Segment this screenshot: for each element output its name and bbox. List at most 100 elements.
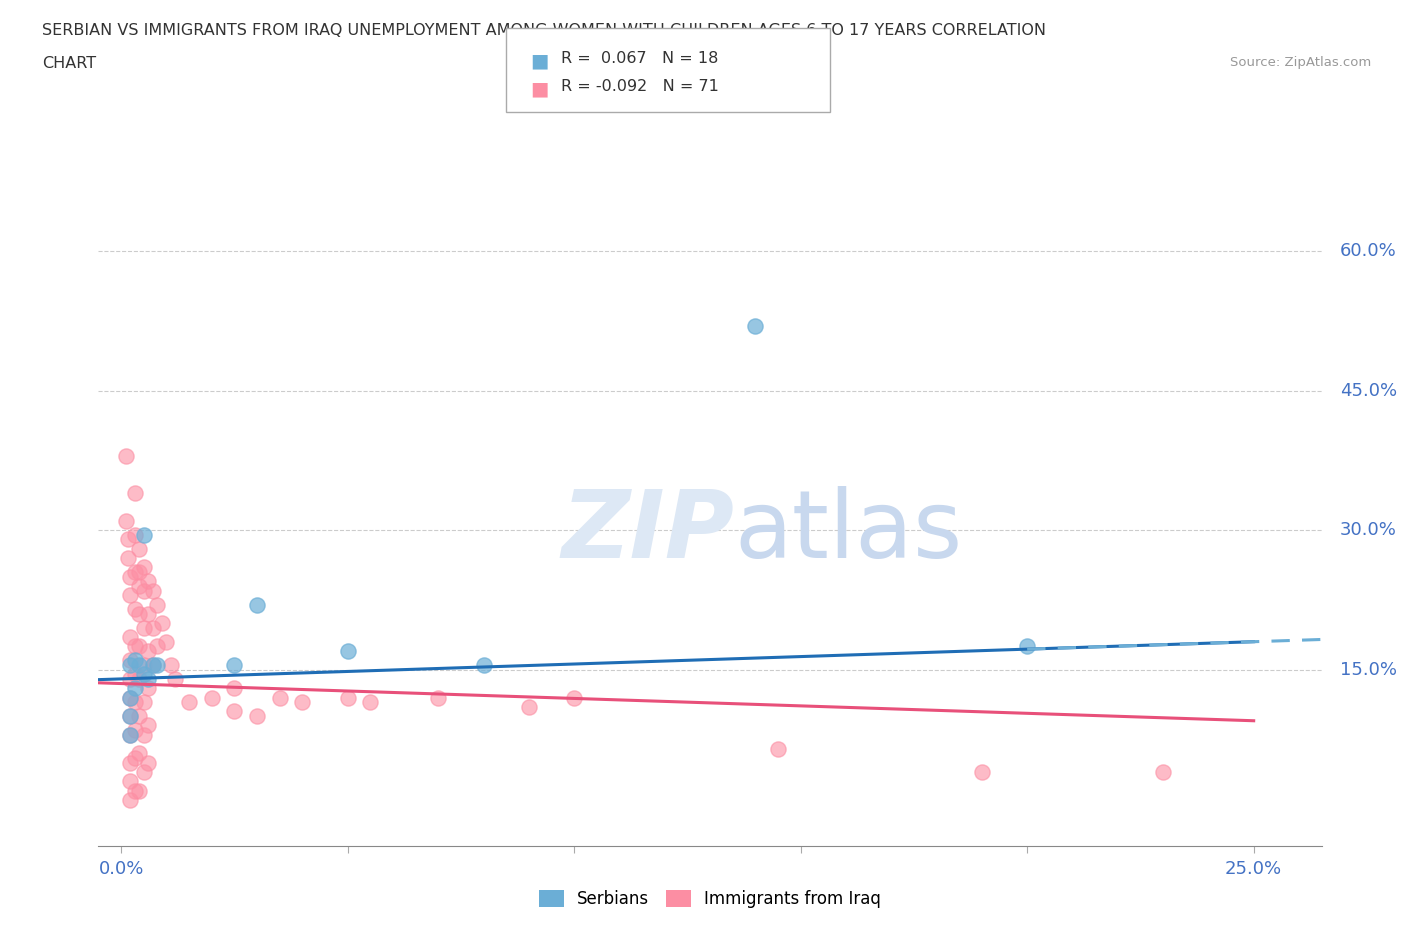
Point: [128, 606, 150, 621]
Point: [132, 620, 155, 635]
Point: [120, 569, 142, 584]
Point: [142, 620, 165, 635]
Point: [128, 541, 150, 556]
Point: [224, 704, 246, 719]
Point: [201, 690, 224, 705]
Point: [136, 574, 159, 589]
Point: [155, 634, 177, 649]
Point: [136, 644, 159, 658]
Point: [132, 658, 155, 672]
Point: [766, 741, 789, 756]
Point: [124, 695, 146, 710]
Point: [150, 616, 173, 631]
Point: [359, 695, 381, 710]
Point: [117, 551, 139, 565]
Point: [132, 583, 155, 598]
Point: [146, 639, 169, 654]
Point: [124, 783, 146, 798]
Point: [120, 727, 142, 742]
Point: [132, 560, 155, 575]
Point: [128, 671, 150, 686]
Point: [120, 671, 142, 686]
Point: [124, 565, 146, 579]
Point: [177, 695, 200, 710]
Point: [224, 658, 246, 672]
Point: [128, 746, 150, 761]
Point: [142, 583, 165, 598]
Point: [136, 606, 159, 621]
Point: [146, 597, 169, 612]
Point: [970, 764, 993, 779]
Point: [142, 658, 165, 672]
Text: ■: ■: [530, 79, 548, 98]
Legend: Serbians, Immigrants from Iraq: Serbians, Immigrants from Iraq: [533, 884, 887, 915]
Point: [160, 658, 183, 672]
Point: [128, 783, 150, 798]
Point: [124, 602, 146, 617]
Point: [472, 658, 495, 672]
Point: [124, 751, 146, 765]
Point: [136, 671, 159, 686]
Point: [562, 690, 585, 705]
Point: [269, 690, 291, 705]
Point: [124, 527, 146, 542]
Point: [120, 653, 142, 668]
Text: R = -0.092   N = 71: R = -0.092 N = 71: [561, 79, 718, 94]
Point: [120, 588, 142, 603]
Point: [246, 597, 269, 612]
Point: [246, 709, 269, 724]
Point: [124, 653, 146, 668]
Text: atlas: atlas: [734, 485, 963, 578]
Text: 25.0%: 25.0%: [1225, 860, 1282, 878]
Text: 0.0%: 0.0%: [98, 860, 143, 878]
Point: [128, 639, 150, 654]
Text: SERBIAN VS IMMIGRANTS FROM IRAQ UNEMPLOYMENT AMONG WOMEN WITH CHILDREN AGES 6 TO: SERBIAN VS IMMIGRANTS FROM IRAQ UNEMPLOY…: [42, 23, 1046, 38]
Point: [336, 690, 359, 705]
Point: [132, 727, 155, 742]
Point: [132, 695, 155, 710]
Point: [291, 695, 314, 710]
Text: CHART: CHART: [42, 56, 96, 71]
Text: 45.0%: 45.0%: [1340, 381, 1398, 400]
Point: [136, 755, 159, 770]
Point: [132, 527, 155, 542]
Point: [128, 578, 150, 593]
Point: [120, 755, 142, 770]
Point: [142, 658, 165, 672]
Text: R =  0.067   N = 18: R = 0.067 N = 18: [561, 51, 718, 66]
Point: [136, 718, 159, 733]
Point: [132, 764, 155, 779]
Point: [146, 658, 169, 672]
Point: [336, 644, 359, 658]
Point: [427, 690, 450, 705]
Point: [114, 513, 136, 528]
Point: [124, 639, 146, 654]
Point: [517, 699, 540, 714]
Point: [744, 318, 766, 333]
Point: [165, 671, 187, 686]
Point: [128, 565, 150, 579]
Point: [1017, 639, 1039, 654]
Point: [120, 792, 142, 807]
Point: [120, 774, 142, 789]
Point: [120, 630, 142, 644]
Point: [1152, 764, 1174, 779]
Point: [128, 709, 150, 724]
Point: [224, 681, 246, 696]
Point: [120, 690, 142, 705]
Text: Source: ZipAtlas.com: Source: ZipAtlas.com: [1230, 56, 1371, 69]
Point: [124, 681, 146, 696]
Point: [132, 667, 155, 682]
Point: [120, 709, 142, 724]
Point: [120, 709, 142, 724]
Text: ■: ■: [530, 51, 548, 70]
Point: [128, 658, 150, 672]
Text: 15.0%: 15.0%: [1340, 660, 1396, 679]
Point: [120, 727, 142, 742]
Point: [124, 667, 146, 682]
Point: [117, 532, 139, 547]
Point: [124, 723, 146, 737]
Text: ZIP: ZIP: [561, 485, 734, 578]
Point: [124, 485, 146, 500]
Point: [120, 658, 142, 672]
